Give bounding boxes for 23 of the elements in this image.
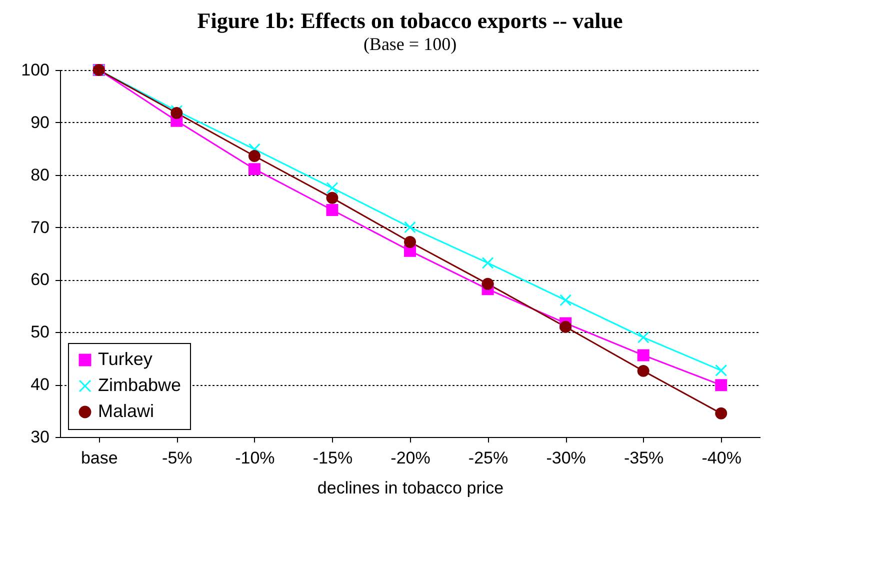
x-tick-label: -30% [546,448,586,468]
x-tick-label: -35% [624,448,664,468]
x-tick-label: -10% [235,448,275,468]
x-tick-label: base [80,448,118,468]
x-axis-title: declines in tobacco price [317,478,504,498]
y-tick-label: 40 [30,375,50,394]
y-tick-label: 70 [30,218,50,237]
x-tick-label: -20% [390,448,430,468]
legend-label: Malawi [98,401,154,421]
x-tick-label: -25% [468,448,508,468]
y-tick-label: 90 [30,112,50,132]
x-tick-label: -40% [702,448,742,468]
x-tick-label: -15% [312,448,353,468]
chart-title: Figure 1b: Effects on tobacco exports -- value [197,8,623,33]
legend-label: Zimbabwe [98,375,182,395]
chart-subtitle: (Base = 100) [363,34,457,54]
y-tick-label: 50 [30,322,50,342]
x-tick-label: -5% [162,448,192,468]
legend-label: Turkey [98,349,152,369]
y-tick-label: 100 [21,60,50,80]
y-tick-label: 60 [30,270,50,290]
y-tick-label: 30 [30,428,50,446]
y-tick-label: 80 [30,165,50,184]
